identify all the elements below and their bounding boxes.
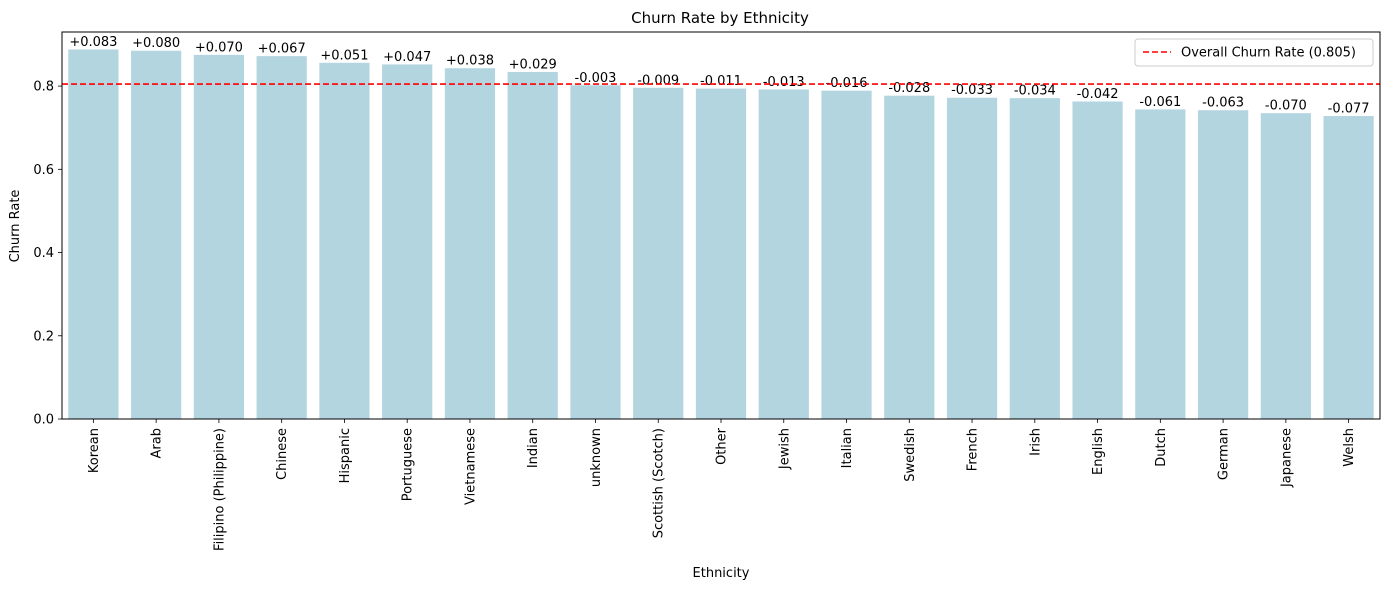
bar-value-label: -0.013 bbox=[763, 75, 805, 90]
x-axis: Korean Arab Filipino (Philippine) Chinese Hi… bbox=[87, 419, 1357, 551]
bar bbox=[1135, 109, 1186, 420]
x-tick-label: Italian bbox=[840, 428, 855, 468]
bar-value-label: +0.083 bbox=[69, 35, 117, 50]
bar bbox=[1197, 110, 1249, 419]
x-tick-label: Filipino (Philippine) bbox=[212, 428, 227, 551]
bar bbox=[1009, 98, 1060, 419]
chart-title: Churn Rate by Ethnicity bbox=[631, 9, 809, 27]
x-tick-label: Chinese bbox=[275, 428, 290, 480]
bar bbox=[758, 89, 809, 419]
y-tick-label: 0.8 bbox=[33, 80, 54, 95]
bar-value-label: +0.047 bbox=[383, 50, 431, 65]
bar-value-label: -0.003 bbox=[575, 71, 617, 86]
x-tick-label: English bbox=[1091, 428, 1106, 475]
bar bbox=[256, 56, 307, 419]
bar-value-label: -0.077 bbox=[1328, 102, 1370, 117]
bar bbox=[946, 97, 998, 420]
bar bbox=[131, 50, 182, 420]
bar bbox=[444, 68, 496, 420]
x-tick-label: Jewish bbox=[777, 428, 792, 470]
y-tick-label: 0.2 bbox=[33, 329, 54, 344]
bar bbox=[1323, 116, 1374, 419]
bar bbox=[1260, 113, 1311, 419]
bar bbox=[382, 64, 433, 419]
x-tick-label: Welsh bbox=[1342, 428, 1357, 467]
x-tick-label: Swedish bbox=[903, 428, 918, 482]
x-tick-label: Korean bbox=[87, 428, 102, 473]
x-tick-label: Other bbox=[715, 427, 730, 465]
bar bbox=[507, 71, 558, 419]
bar-value-label: +0.051 bbox=[320, 48, 368, 63]
bar-value-label: -0.009 bbox=[637, 73, 679, 88]
legend: Overall Churn Rate (0.805) bbox=[1134, 38, 1374, 67]
bar-value-label: +0.080 bbox=[132, 36, 180, 51]
bar-value-label: -0.033 bbox=[951, 83, 993, 98]
x-tick-label: French bbox=[966, 428, 981, 471]
x-tick-label: Portuguese bbox=[401, 428, 416, 501]
bar bbox=[1072, 101, 1123, 420]
legend-box bbox=[1134, 38, 1374, 67]
y-axis-label: Churn Rate bbox=[8, 190, 23, 263]
y-tick-label: 0.6 bbox=[33, 163, 54, 178]
bar bbox=[193, 54, 245, 420]
x-tick-label: Indian bbox=[526, 428, 541, 468]
bar bbox=[68, 49, 119, 420]
legend-label: Overall Churn Rate (0.805) bbox=[1181, 46, 1356, 61]
y-axis: 0.0 0.2 0.4 0.6 0.8 bbox=[33, 80, 62, 428]
bar-value-label: -0.034 bbox=[1014, 84, 1056, 99]
bar-value-label: -0.011 bbox=[700, 74, 742, 89]
x-tick-label: Vietnamese bbox=[463, 428, 478, 505]
x-tick-label: German bbox=[1217, 428, 1232, 480]
x-tick-label: Irish bbox=[1028, 428, 1043, 456]
bar bbox=[633, 87, 684, 419]
bar bbox=[884, 95, 935, 420]
bar-value-label: -0.061 bbox=[1139, 95, 1181, 110]
x-tick-label: Arab bbox=[150, 428, 165, 458]
bars-layer: +0.083 +0.080 +0.070 +0.067 +0.051 +0.047 +0.0… bbox=[68, 35, 1374, 420]
x-tick-label: Dutch bbox=[1154, 428, 1169, 467]
y-tick-label: 0.4 bbox=[33, 246, 54, 261]
x-tick-label: Hispanic bbox=[338, 428, 353, 483]
bar-value-label: +0.038 bbox=[446, 54, 494, 69]
bar-value-label: -0.042 bbox=[1077, 87, 1119, 102]
bar-value-label: +0.067 bbox=[258, 42, 306, 57]
x-tick-label: Japanese bbox=[1279, 428, 1294, 488]
x-tick-label: Scottish (Scotch) bbox=[652, 428, 667, 538]
x-axis-label: Ethnicity bbox=[693, 566, 750, 581]
x-tick-label: unknown bbox=[589, 428, 604, 487]
bar-value-label: +0.070 bbox=[195, 40, 243, 55]
bar-value-label: -0.028 bbox=[888, 81, 930, 96]
bar-value-label: -0.070 bbox=[1265, 99, 1307, 114]
bar-value-label: -0.063 bbox=[1202, 96, 1244, 111]
bar bbox=[821, 90, 872, 419]
bar bbox=[570, 85, 621, 419]
bar bbox=[695, 88, 747, 419]
bar-value-label: +0.029 bbox=[509, 57, 557, 72]
bar bbox=[319, 62, 370, 419]
y-tick-label: 0.0 bbox=[33, 413, 54, 428]
